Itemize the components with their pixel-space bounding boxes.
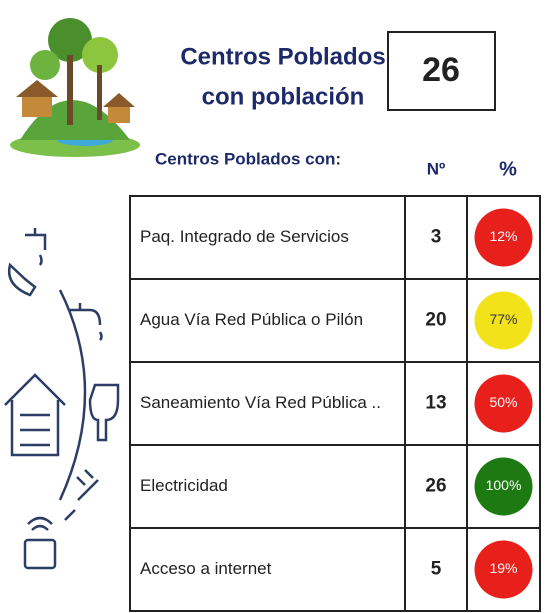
percent-indicator [474,374,533,433]
row-percent: 19% [489,560,517,576]
column-header: % [499,158,517,180]
table: Paq. Integrado de Servicios 3 12% Agua Vía … [129,195,541,612]
table-row [129,527,541,612]
row-percent: 100% [486,477,522,493]
row-count: 3 [431,227,442,248]
row-count: 13 [425,393,446,414]
row-count: 26 [425,476,446,497]
table-row [129,361,541,446]
title: con población [202,83,365,110]
services-icons [4,228,120,570]
landscape-illustration [10,18,140,157]
percent-indicator [474,540,533,599]
row-label: Electricidad [140,476,228,495]
percent-indicator [474,208,533,267]
percent-indicator [474,457,533,516]
row-percent: 77% [489,311,517,327]
row-percent: 12% [489,228,517,244]
row-count: 5 [431,559,442,580]
table-row [129,278,541,363]
column-header: Nº [427,159,446,178]
total-box [387,31,496,111]
total-value: 26 [422,51,460,89]
row-label: Acceso a internet [140,559,272,578]
row-label: Agua Vía Red Pública o Pilón [140,310,363,329]
column-header: Centros Poblados con: [155,149,341,168]
row-percent: 50% [489,394,517,410]
percent-indicator [474,291,533,350]
row-label: Saneamiento Vía Red Pública .. [140,393,381,412]
title: Centros Poblados [180,43,385,70]
table-row [129,195,541,280]
row-count: 20 [425,310,446,331]
row-label: Paq. Integrado de Servicios [140,227,349,246]
table-row [129,444,541,529]
